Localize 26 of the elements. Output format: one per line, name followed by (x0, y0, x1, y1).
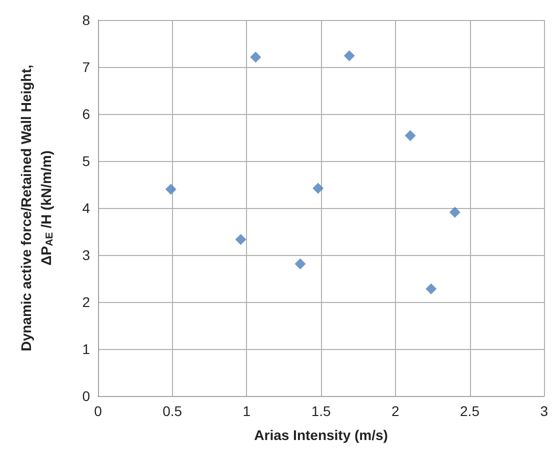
point (449, 206, 460, 218)
point (235, 234, 246, 245)
point (165, 184, 176, 195)
y-tick-label: 7 (82, 59, 90, 75)
y-tick-label: 5 (82, 153, 90, 169)
x-tick-label: 2 (392, 403, 400, 419)
x-tick-label: 3 (540, 403, 548, 419)
point (426, 283, 437, 294)
y-tick-label: 4 (82, 200, 90, 216)
x-tick-label: 1 (242, 403, 251, 419)
point (312, 182, 324, 194)
point (250, 52, 262, 63)
point (344, 50, 355, 62)
x-tick-label: 0 (94, 403, 102, 419)
point (294, 258, 306, 270)
x-tick-label: 1.5 (311, 403, 331, 419)
y-tick-label: 8 (82, 12, 90, 28)
y-tick-label: 2 (82, 294, 90, 310)
y-tick-label: 0 (82, 388, 90, 404)
y-tick-label: 6 (82, 106, 90, 122)
y-tick-label: 3 (82, 247, 90, 263)
y-tick-label: 1 (82, 341, 90, 357)
point (404, 130, 416, 142)
x-axis-title: Arias Intensity (m/s) (254, 427, 388, 443)
x-tick-label: 0.5 (162, 403, 182, 419)
x-tick-label: 2.5 (460, 403, 480, 419)
